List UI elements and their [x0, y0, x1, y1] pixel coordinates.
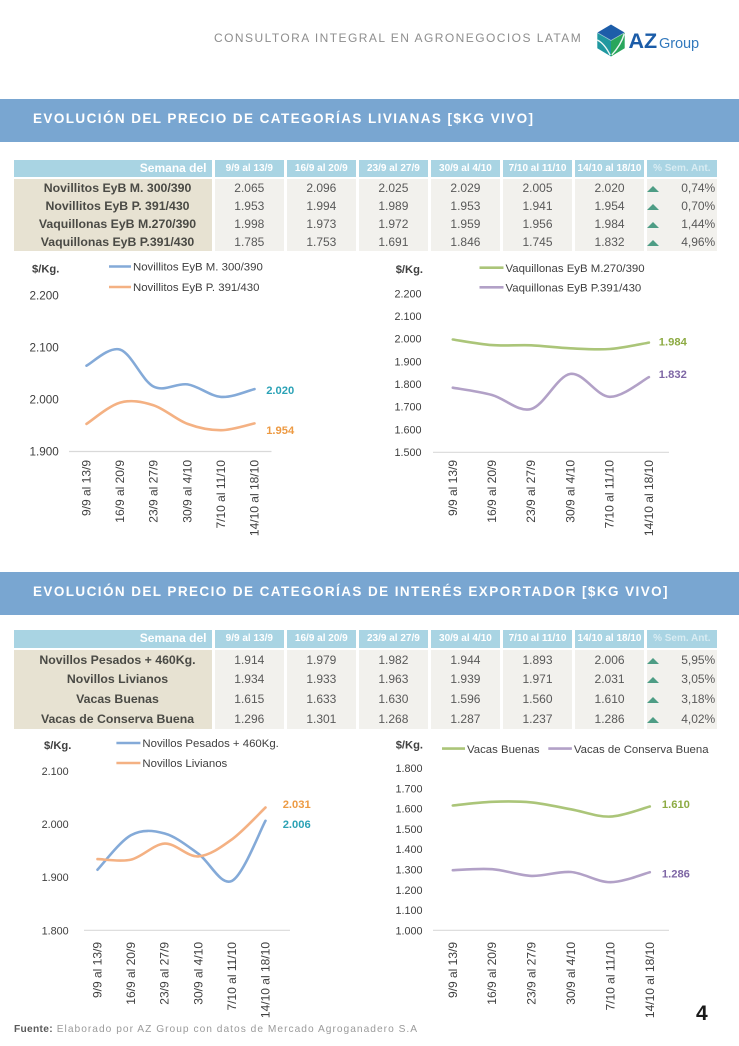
svg-text:30/9 al 4/10: 30/9 al 4/10 [563, 460, 577, 523]
svg-text:$/Kg.: $/Kg. [396, 264, 423, 276]
svg-text:23/9 al 27/9: 23/9 al 27/9 [146, 460, 160, 523]
svg-text:9/9 al 13/9: 9/9 al 13/9 [446, 942, 460, 998]
svg-text:14/10 al 18/10: 14/10 al 18/10 [248, 460, 262, 536]
svg-text:1.500: 1.500 [395, 824, 422, 836]
svg-text:14/10 al 18/10: 14/10 al 18/10 [643, 942, 657, 1018]
svg-text:16/9 al 20/9: 16/9 al 20/9 [113, 460, 127, 523]
svg-text:14/10 al 18/10: 14/10 al 18/10 [642, 460, 656, 536]
svg-text:14/10 al 18/10: 14/10 al 18/10 [259, 942, 273, 1018]
svg-text:30/9 al 4/10: 30/9 al 4/10 [564, 942, 578, 1005]
svg-text:1.100: 1.100 [395, 905, 422, 917]
svg-text:1.700: 1.700 [395, 783, 422, 795]
svg-text:2.000: 2.000 [394, 334, 421, 346]
svg-text:1.800: 1.800 [395, 763, 422, 775]
svg-text:1.900: 1.900 [30, 446, 60, 459]
svg-text:9/9 al 13/9: 9/9 al 13/9 [91, 942, 105, 998]
svg-text:7/10 al 11/10: 7/10 al 11/10 [603, 460, 617, 529]
svg-text:9/9 al 13/9: 9/9 al 13/9 [80, 460, 94, 516]
svg-text:2.031: 2.031 [283, 799, 311, 811]
svg-text:Novillos Livianos: Novillos Livianos [142, 758, 227, 770]
svg-text:1.900: 1.900 [394, 356, 421, 368]
svg-text:23/9 al 27/9: 23/9 al 27/9 [158, 942, 172, 1005]
svg-text:2.006: 2.006 [283, 819, 311, 831]
svg-text:Vaquillonas EyB P.391/430: Vaquillonas EyB P.391/430 [506, 283, 642, 295]
svg-text:1.832: 1.832 [659, 369, 687, 381]
svg-text:Novillitos EyB P. 391/430: Novillitos EyB P. 391/430 [133, 282, 259, 294]
svg-text:16/9 al 20/9: 16/9 al 20/9 [485, 460, 499, 523]
svg-text:AZ: AZ [629, 29, 658, 53]
svg-text:1.500: 1.500 [394, 447, 421, 459]
svg-text:1.984: 1.984 [659, 337, 688, 349]
svg-text:2.200: 2.200 [394, 288, 421, 300]
svg-text:2.100: 2.100 [394, 311, 421, 323]
svg-text:1.286: 1.286 [662, 869, 690, 881]
svg-text:Novillos Pesados + 460Kg.: Novillos Pesados + 460Kg. [142, 738, 278, 750]
svg-text:2.020: 2.020 [266, 385, 294, 397]
svg-text:7/10 al 11/10: 7/10 al 11/10 [603, 942, 617, 1011]
svg-text:7/10 al 11/10: 7/10 al 11/10 [225, 942, 239, 1011]
svg-text:1.000: 1.000 [395, 925, 422, 937]
svg-text:Novillitos EyB M. 300/390: Novillitos EyB M. 300/390 [133, 262, 263, 274]
svg-text:$/Kg.: $/Kg. [32, 264, 59, 276]
svg-text:1.200: 1.200 [395, 885, 422, 897]
svg-text:1.700: 1.700 [394, 402, 421, 414]
svg-text:1.900: 1.900 [42, 872, 69, 884]
svg-text:Group: Group [659, 36, 699, 52]
svg-text:7/10 al 11/10: 7/10 al 11/10 [214, 460, 228, 529]
svg-text:$/Kg.: $/Kg. [44, 740, 71, 752]
svg-text:1.300: 1.300 [395, 865, 422, 877]
svg-text:9/9 al 13/9: 9/9 al 13/9 [446, 460, 460, 516]
svg-text:1.400: 1.400 [395, 844, 422, 856]
svg-text:16/9 al 20/9: 16/9 al 20/9 [485, 942, 499, 1005]
svg-text:1.600: 1.600 [395, 804, 422, 816]
svg-text:1.600: 1.600 [394, 424, 421, 436]
svg-text:Vacas de Conserva Buena: Vacas de Conserva Buena [574, 744, 709, 756]
svg-text:30/9 al 4/10: 30/9 al 4/10 [181, 460, 195, 523]
svg-text:16/9 al 20/9: 16/9 al 20/9 [124, 942, 138, 1005]
svg-text:$/Kg.: $/Kg. [396, 740, 423, 752]
svg-text:2.000: 2.000 [42, 819, 69, 831]
svg-text:23/9 al 27/9: 23/9 al 27/9 [524, 460, 538, 523]
svg-text:30/9 al 4/10: 30/9 al 4/10 [191, 942, 205, 1005]
svg-text:1.954: 1.954 [266, 425, 295, 437]
svg-text:2.100: 2.100 [30, 342, 60, 355]
svg-text:2.200: 2.200 [30, 290, 60, 303]
svg-text:Vaquillonas EyB M.270/390: Vaquillonas EyB M.270/390 [506, 263, 645, 275]
svg-text:1.610: 1.610 [662, 799, 690, 811]
svg-text:1.800: 1.800 [394, 379, 421, 391]
svg-text:2.000: 2.000 [30, 394, 60, 407]
svg-text:23/9 al 27/9: 23/9 al 27/9 [525, 942, 539, 1005]
svg-text:Vacas Buenas: Vacas Buenas [467, 744, 540, 756]
svg-text:2.100: 2.100 [42, 766, 69, 778]
svg-text:1.800: 1.800 [42, 925, 69, 937]
